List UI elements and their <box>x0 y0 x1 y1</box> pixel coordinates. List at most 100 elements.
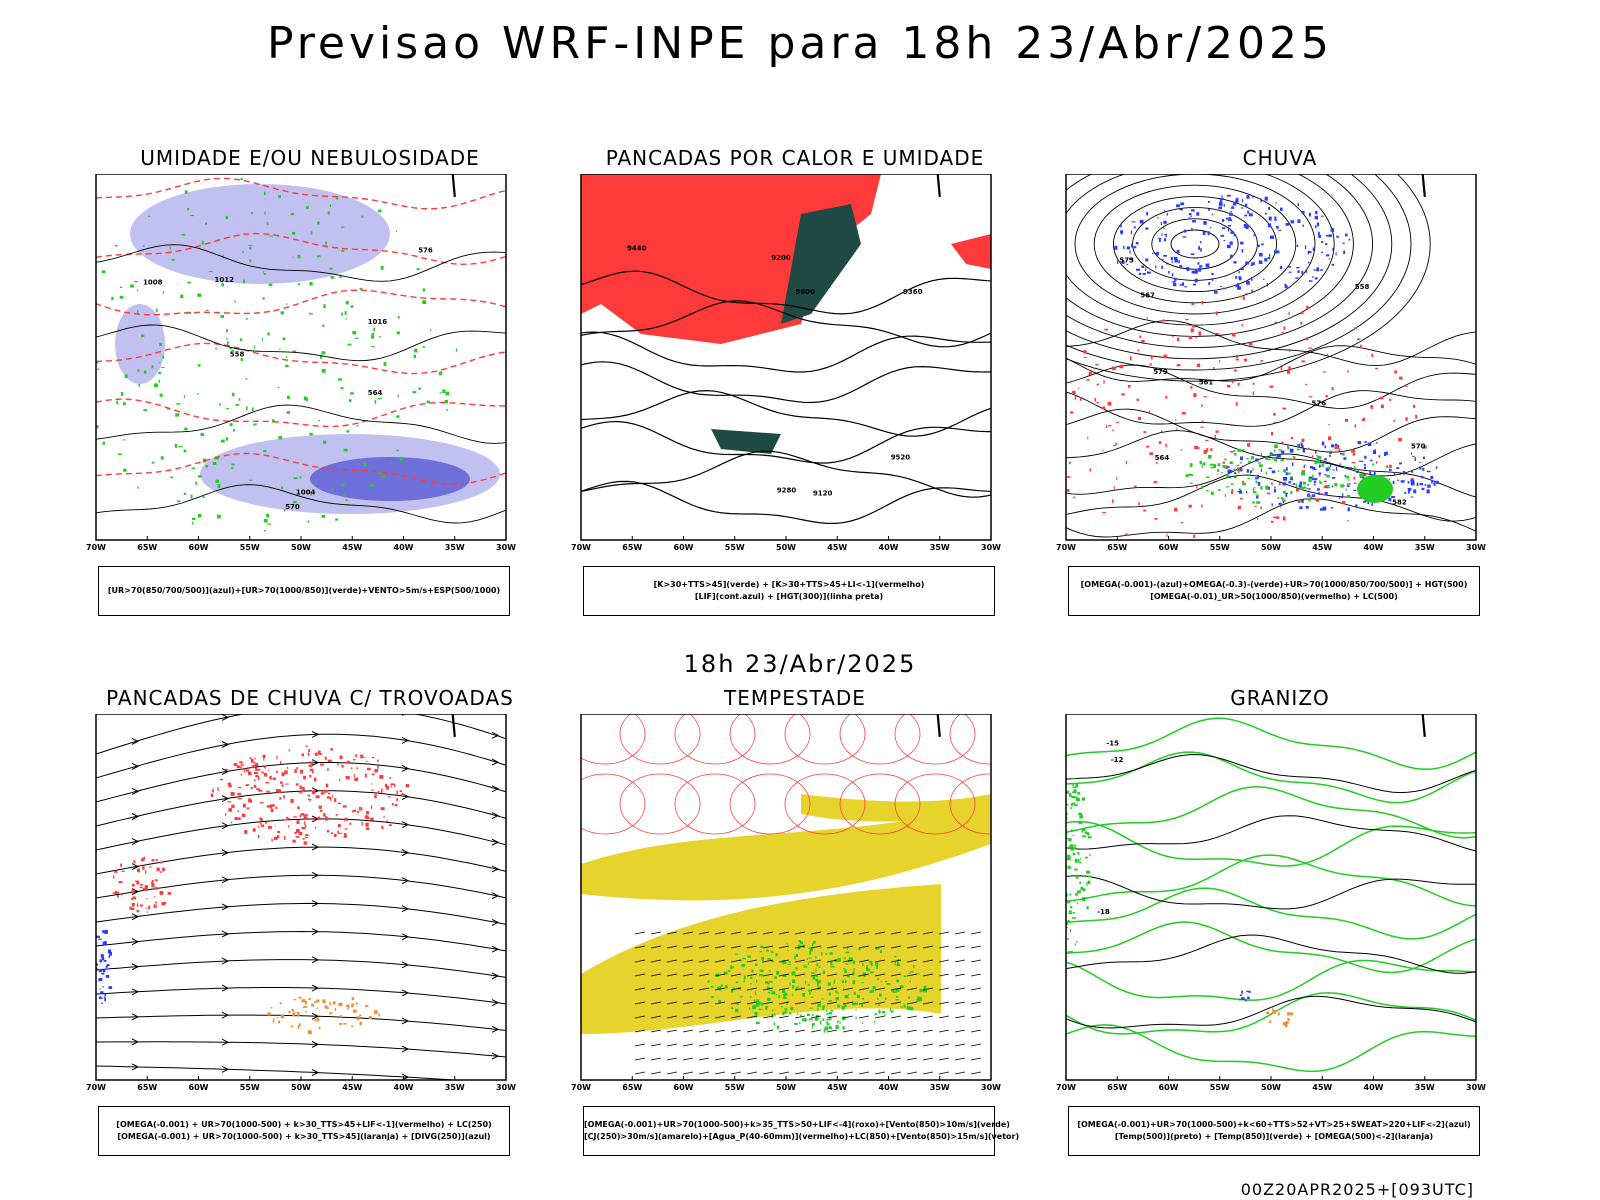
convective-mark <box>258 825 260 829</box>
rain-mark <box>1058 401 1059 405</box>
omega-strong-mark <box>1222 464 1225 468</box>
wind-vector <box>810 1029 822 1033</box>
temp-850-mark <box>1066 893 1068 897</box>
wind-vector <box>698 1029 710 1033</box>
wind-vector <box>826 987 838 991</box>
thunder-mark <box>268 1012 271 1016</box>
legend-line: [OMEGA(-0.001)+UR>70(1000-500)+k<60+TTS>… <box>1077 1120 1471 1129</box>
convective-mark <box>356 767 358 769</box>
omega-strong-mark <box>1372 463 1374 466</box>
low-level-humidity-mark <box>308 312 313 315</box>
convective-mark <box>281 784 284 787</box>
contour-label: 9120 <box>813 489 833 497</box>
convective-mark <box>303 841 307 845</box>
rain-mark <box>1306 448 1311 450</box>
wind-850-mark <box>847 946 849 950</box>
wind-850-mark <box>789 982 791 986</box>
omega-mark <box>1297 270 1300 273</box>
temp-850-mark <box>1081 797 1085 801</box>
convective-mark <box>116 895 119 898</box>
panel-title: PANCADAS POR CALOR E UMIDADE <box>605 146 985 170</box>
rain-mark <box>1254 505 1257 507</box>
rain-mark <box>1089 468 1091 472</box>
thunder-mark <box>346 1008 350 1010</box>
omega-mark <box>1330 463 1332 468</box>
rain-mark <box>1185 318 1189 321</box>
contour-label: -18 <box>1097 908 1110 916</box>
wind-850-mark <box>731 966 734 969</box>
omega-mark <box>1364 455 1367 459</box>
rain-mark <box>1359 344 1362 349</box>
omega-mark <box>1133 246 1137 249</box>
height-contour <box>1066 364 1476 409</box>
convective-mark <box>263 772 268 777</box>
wind-vector <box>634 945 646 949</box>
wind-850-mark <box>776 1025 779 1030</box>
omega-mark <box>1233 472 1237 474</box>
wind-vector <box>810 1043 822 1047</box>
omega-mark <box>1305 269 1308 273</box>
rain-mark <box>1240 497 1243 500</box>
wind-vector <box>666 987 678 991</box>
wind-vector <box>858 959 870 963</box>
omega-mark <box>1312 247 1315 251</box>
convective-mark <box>131 907 135 910</box>
convective-mark <box>323 813 326 817</box>
pressure-contour <box>96 244 506 282</box>
low-level-humidity-mark <box>277 386 280 389</box>
rain-mark <box>1074 396 1077 400</box>
low-level-humidity-mark <box>102 441 106 445</box>
wind-850-mark <box>830 961 833 965</box>
omega-strong-mark <box>1354 466 1356 470</box>
rain-mark <box>1083 356 1088 358</box>
omega-strong-mark <box>1359 473 1364 478</box>
wind-850-mark <box>825 953 828 955</box>
wind-vector <box>858 973 870 977</box>
omega-mark <box>1188 217 1190 220</box>
temp-850-contour <box>1066 751 1476 804</box>
contour-label: 9600 <box>796 288 816 296</box>
wind-vector <box>794 973 806 977</box>
convective-mark <box>273 836 278 840</box>
wind-850-mark <box>767 991 771 994</box>
low-level-humidity-mark <box>197 364 201 367</box>
divergence-mark <box>99 988 101 990</box>
rain-mark <box>1150 355 1153 360</box>
wind-vector <box>698 987 710 991</box>
low-level-humidity-mark <box>344 311 347 315</box>
wind-vector <box>858 987 870 991</box>
streamline-arrow <box>401 821 410 829</box>
temp-850-mark <box>1077 851 1080 855</box>
wind-vector <box>906 1057 918 1061</box>
omega-strong-mark <box>1213 464 1216 468</box>
omega-mark <box>1339 463 1342 465</box>
omega-mark <box>1210 226 1212 229</box>
thunder-mark <box>288 1011 291 1014</box>
omega-strong-mark <box>1206 490 1209 492</box>
map-pancadas-trovoadas: 12S15S18S21S24S27S30S33S36S39S42S70W65W6… <box>86 714 516 1092</box>
wind-vector <box>682 1057 694 1061</box>
streamline <box>96 902 506 925</box>
divergence-mark <box>100 991 104 994</box>
divergence-mark <box>103 960 107 962</box>
low-level-humidity-mark <box>227 341 229 346</box>
thunder-mark <box>343 1023 347 1025</box>
thunder-mark <box>311 1003 315 1007</box>
lon-label: 35W <box>1415 543 1435 552</box>
temp-500-contour <box>1066 934 1476 974</box>
wind-850-mark <box>824 1026 829 1031</box>
streamline-arrow <box>491 812 500 819</box>
low-level-humidity-mark <box>232 392 235 397</box>
wind-vector <box>762 1029 774 1033</box>
rain-mark <box>1331 387 1334 391</box>
rain-mark <box>1058 452 1060 456</box>
omega-mark <box>1117 260 1119 264</box>
rain-mark <box>1248 541 1251 542</box>
temp-850-mark <box>1058 862 1062 864</box>
convective-mark <box>284 770 288 774</box>
thunder-mark <box>270 1006 273 1009</box>
rain-mark <box>1201 504 1203 508</box>
wind-850-mark <box>896 979 900 983</box>
low-level-humidity-mark <box>221 283 224 287</box>
convective-mark <box>121 870 125 872</box>
